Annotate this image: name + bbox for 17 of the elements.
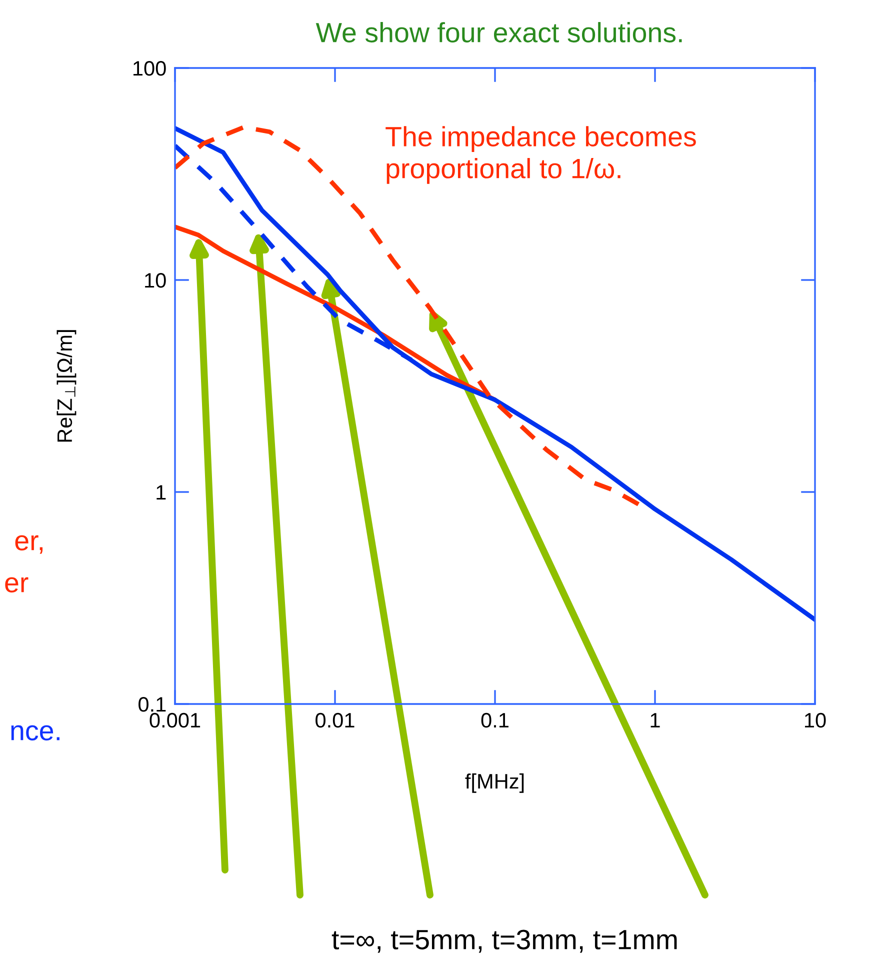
x-axis-title: f[MHz] <box>465 773 524 793</box>
y-tick-label: 100 <box>134 61 166 76</box>
y-tick-label: 10 <box>145 273 166 288</box>
y-tick-label: 1 <box>156 485 166 500</box>
chart-title: We show four exact solutions. <box>316 22 682 42</box>
text: nce. <box>11 725 60 740</box>
x-tick-label: 10 <box>805 712 826 728</box>
x-tick-label: 0.001 <box>150 712 200 728</box>
x-tick-label: 0.01 <box>316 712 354 728</box>
x-tick-label: 0.1 <box>481 712 508 728</box>
x-tick-label: 1 <box>650 713 660 728</box>
text: t=∞, t=5mm, t=3mm, t=1mm <box>332 930 677 953</box>
text: er, <box>15 535 43 554</box>
text: er <box>5 577 28 592</box>
y-axis-title: Re[Z$_{⊥}$][Ω/m] <box>56 330 76 442</box>
y-tick-label: 0.1 <box>138 697 166 712</box>
annotation: The impedance becomes proportional to 1/ω. <box>386 126 696 184</box>
